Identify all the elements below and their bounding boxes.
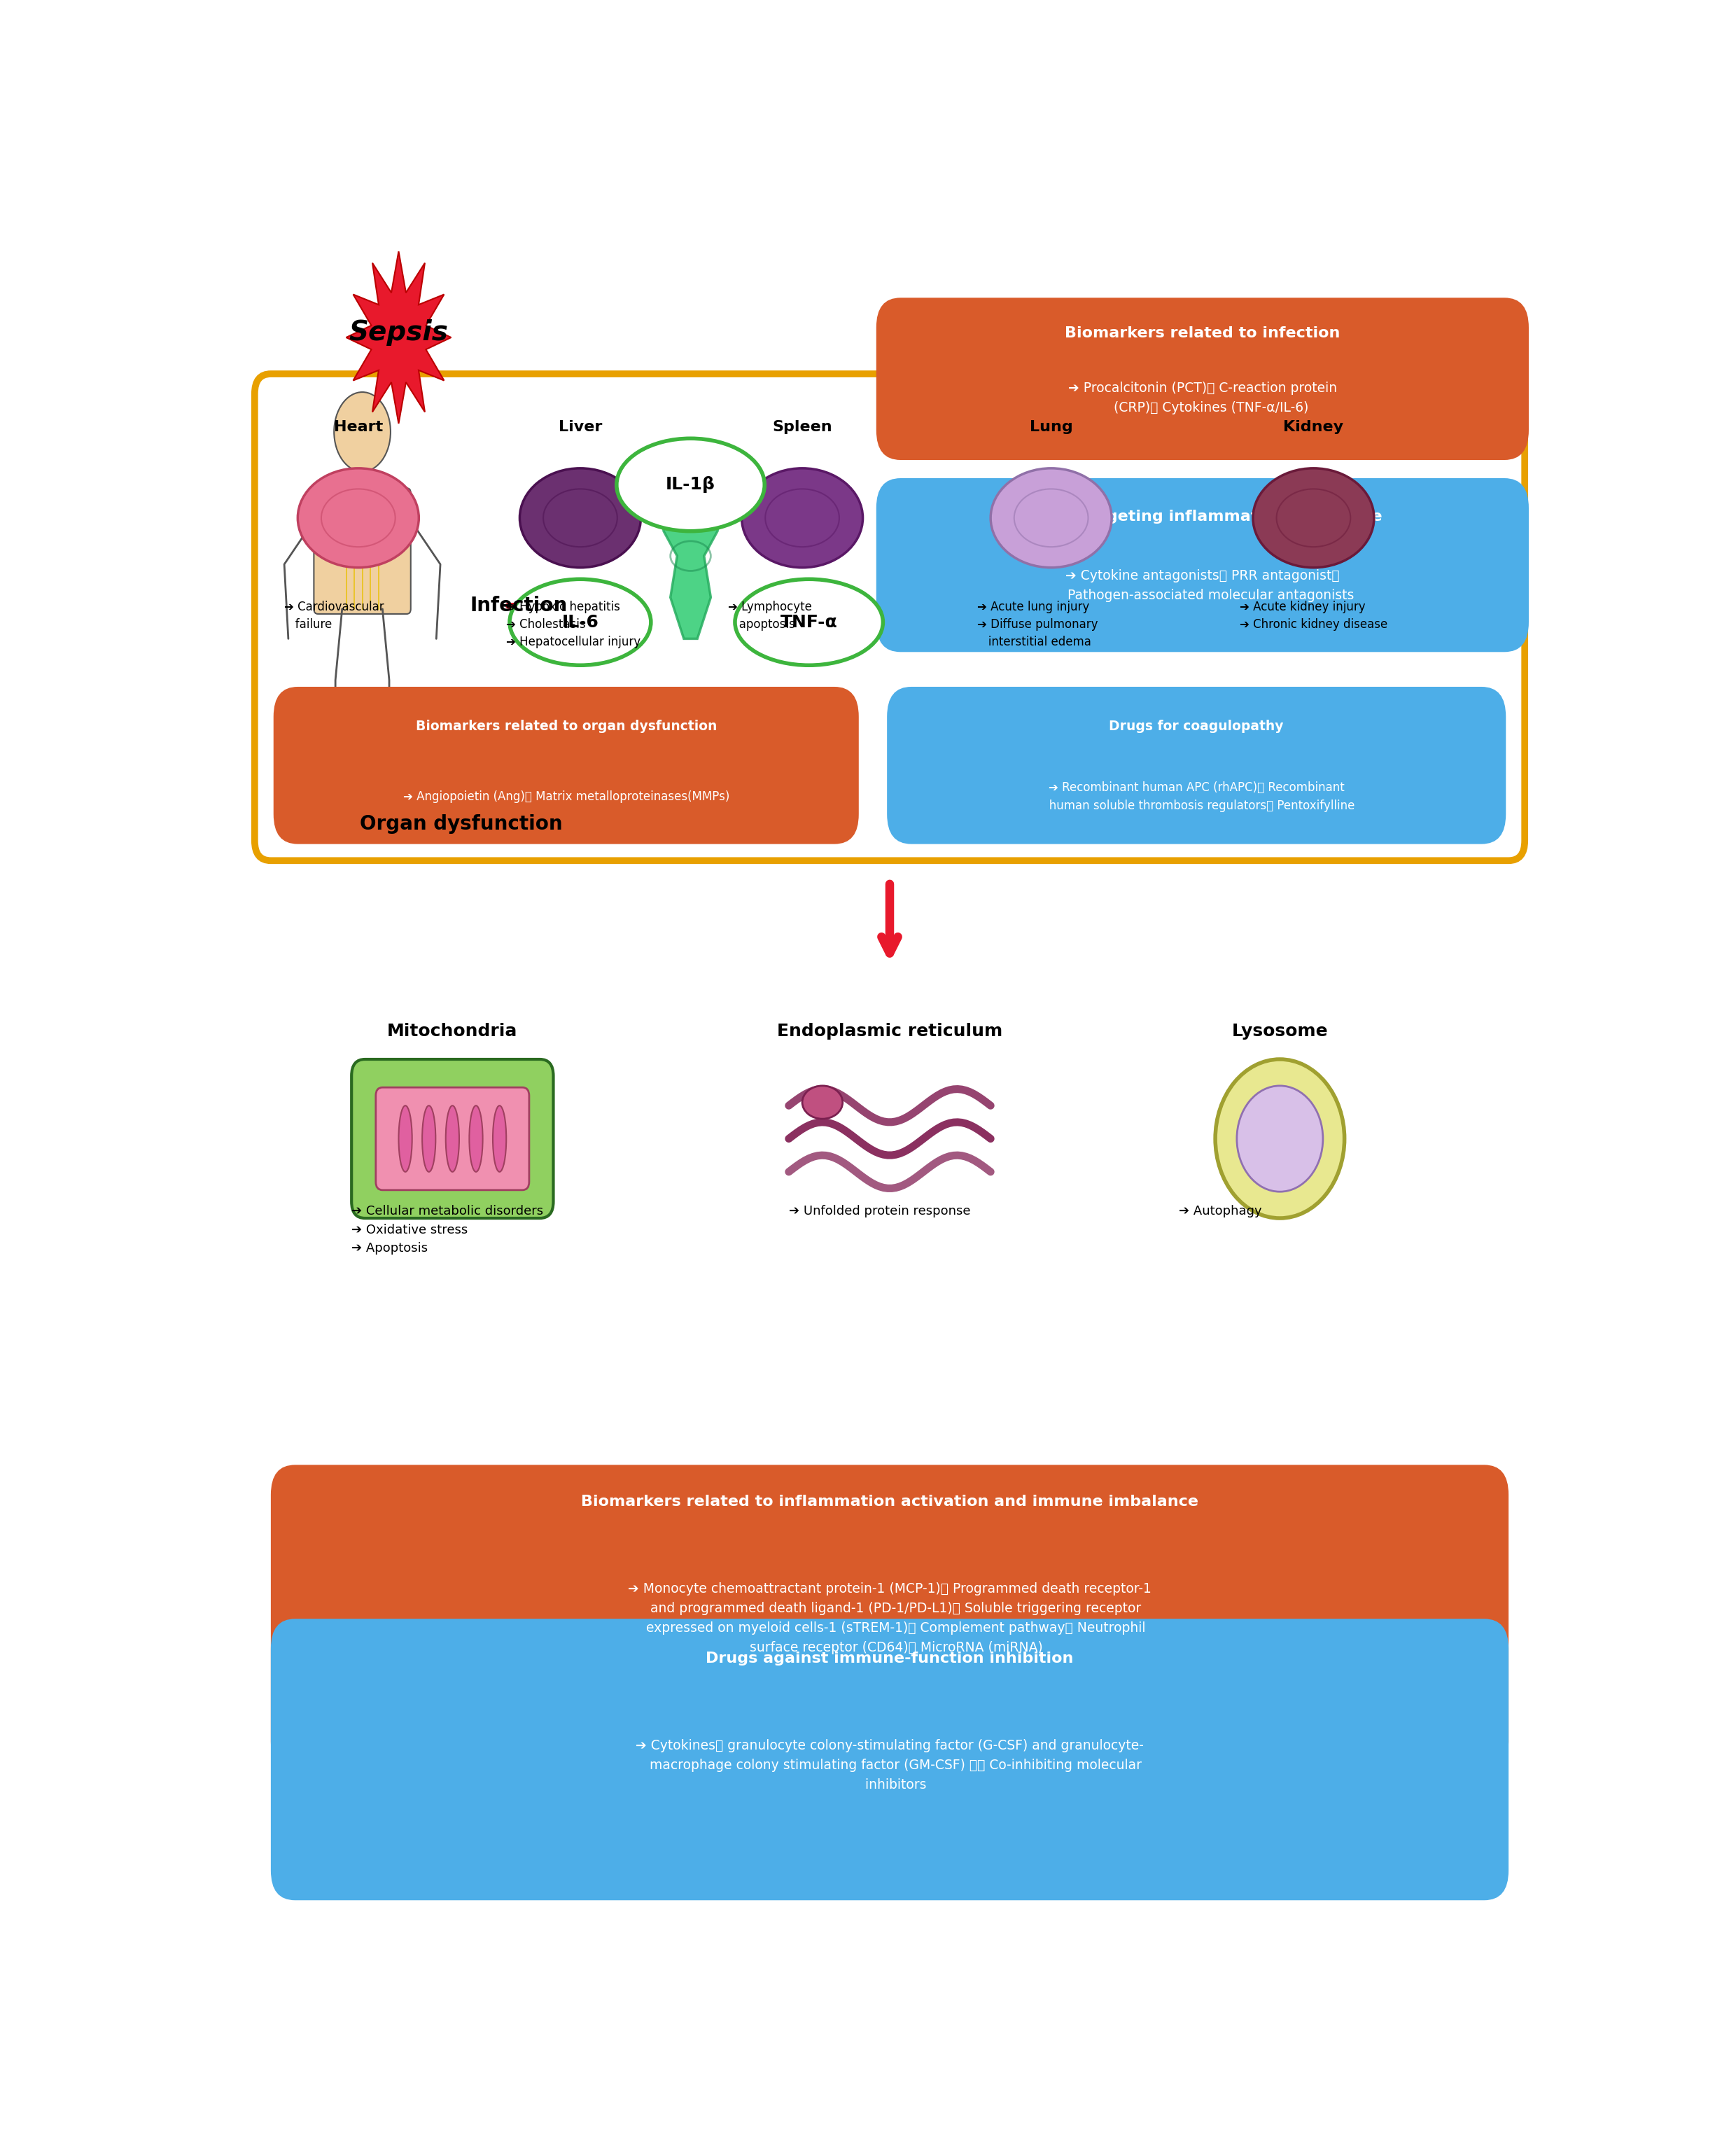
FancyBboxPatch shape <box>255 374 1524 860</box>
Ellipse shape <box>333 391 391 471</box>
Text: ➔ Lymphocyte
   apoptosis: ➔ Lymphocyte apoptosis <box>729 600 812 630</box>
Text: Biomarkers related to infection: Biomarkers related to infection <box>1064 327 1340 340</box>
FancyBboxPatch shape <box>887 686 1505 845</box>
Ellipse shape <box>802 1086 842 1118</box>
Text: Biomarkers related to inflammation activation and immune imbalance: Biomarkers related to inflammation activ… <box>582 1494 1198 1509</box>
Ellipse shape <box>316 780 342 802</box>
Ellipse shape <box>519 469 641 568</box>
FancyBboxPatch shape <box>274 686 859 845</box>
Text: Liver: Liver <box>559 419 602 434</box>
FancyBboxPatch shape <box>314 488 411 615</box>
Text: Lung: Lung <box>1029 419 1073 434</box>
Text: ➔ Angiopoietin (Ang)、 Matrix metalloproteinases(MMPs): ➔ Angiopoietin (Ang)、 Matrix metalloprot… <box>403 791 729 804</box>
Text: IL-1β: IL-1β <box>667 477 715 492</box>
Ellipse shape <box>399 1105 411 1172</box>
FancyBboxPatch shape <box>877 297 1529 460</box>
Circle shape <box>1236 1086 1323 1191</box>
Text: ➔ Recombinant human APC (rhAPC)、 Recombinant
   human soluble thrombosis regulat: ➔ Recombinant human APC (rhAPC)、 Recombi… <box>1038 780 1354 813</box>
Text: Drugs against immune-function inhibition: Drugs against immune-function inhibition <box>707 1651 1073 1666</box>
Text: Infection: Infection <box>470 596 568 615</box>
Text: ➔ Unfolded protein response: ➔ Unfolded protein response <box>788 1204 970 1217</box>
Text: Drugs for coagulopathy: Drugs for coagulopathy <box>1109 720 1285 733</box>
Text: ➔ Acute kidney injury
➔ Chronic kidney disease: ➔ Acute kidney injury ➔ Chronic kidney d… <box>1240 600 1387 630</box>
Text: ➔ Procalcitonin (PCT)、 C-reaction protein
    (CRP)、 Cytokines (TNF-α/IL-6): ➔ Procalcitonin (PCT)、 C-reaction protei… <box>1068 383 1337 415</box>
Ellipse shape <box>422 1105 436 1172</box>
Text: Endoplasmic reticulum: Endoplasmic reticulum <box>778 1023 1002 1038</box>
FancyBboxPatch shape <box>271 1619 1509 1901</box>
Text: ➔ Cardiovascular
   failure: ➔ Cardiovascular failure <box>285 600 384 630</box>
Text: ➔ Cytokine antagonists、 PRR antagonist、
    Pathogen-associated molecular antago: ➔ Cytokine antagonists、 PRR antagonist、 … <box>1050 570 1354 602</box>
Text: ➔ Monocyte chemoattractant protein-1 (MCP-1)、 Programmed death receptor-1
   and: ➔ Monocyte chemoattractant protein-1 (MC… <box>628 1582 1151 1653</box>
Text: Heart: Heart <box>333 419 384 434</box>
Polygon shape <box>345 252 451 424</box>
Ellipse shape <box>734 578 884 664</box>
Ellipse shape <box>1253 469 1375 568</box>
Text: Mitochondria: Mitochondria <box>387 1023 517 1038</box>
Text: ➔ Cellular metabolic disorders
➔ Oxidative stress
➔ Apoptosis: ➔ Cellular metabolic disorders ➔ Oxidati… <box>351 1204 543 1253</box>
Text: Sepsis: Sepsis <box>349 318 448 346</box>
Text: TNF-α: TNF-α <box>781 613 837 630</box>
FancyBboxPatch shape <box>877 477 1529 651</box>
Text: Drugs targeting inflammatory imbalance: Drugs targeting inflammatory imbalance <box>1023 510 1382 522</box>
Text: Lysosome: Lysosome <box>1233 1023 1328 1038</box>
Text: IL-6: IL-6 <box>562 613 599 630</box>
Text: ➔ Acute lung injury
➔ Diffuse pulmonary
   interstitial edema: ➔ Acute lung injury ➔ Diffuse pulmonary … <box>977 600 1097 649</box>
Text: Spleen: Spleen <box>773 419 832 434</box>
Text: Kidney: Kidney <box>1283 419 1344 434</box>
Text: Biomarkers related to organ dysfunction: Biomarkers related to organ dysfunction <box>415 720 717 733</box>
FancyBboxPatch shape <box>375 1088 529 1191</box>
Ellipse shape <box>510 578 651 664</box>
FancyBboxPatch shape <box>271 1464 1509 1772</box>
Circle shape <box>1215 1060 1344 1219</box>
Text: ➔ Autophagy: ➔ Autophagy <box>1179 1204 1262 1217</box>
Ellipse shape <box>382 780 410 802</box>
Ellipse shape <box>741 469 863 568</box>
Text: Organ dysfunction: Organ dysfunction <box>359 815 562 834</box>
Ellipse shape <box>616 439 764 531</box>
FancyBboxPatch shape <box>351 1060 554 1219</box>
Polygon shape <box>656 490 724 639</box>
Ellipse shape <box>352 499 372 518</box>
Text: ➔ Cytokines（ granulocyte colony-stimulating factor (G-CSF) and granulocyte-
   m: ➔ Cytokines（ granulocyte colony-stimulat… <box>635 1739 1144 1791</box>
Ellipse shape <box>493 1105 507 1172</box>
Ellipse shape <box>345 529 365 550</box>
Ellipse shape <box>299 469 418 568</box>
Ellipse shape <box>991 469 1111 568</box>
Ellipse shape <box>469 1105 483 1172</box>
Text: ➔ Hypoxic hepatitis
➔ Cholestasis
➔ Hepatocellular injury: ➔ Hypoxic hepatitis ➔ Cholestasis ➔ Hepa… <box>507 600 641 649</box>
Ellipse shape <box>446 1105 458 1172</box>
